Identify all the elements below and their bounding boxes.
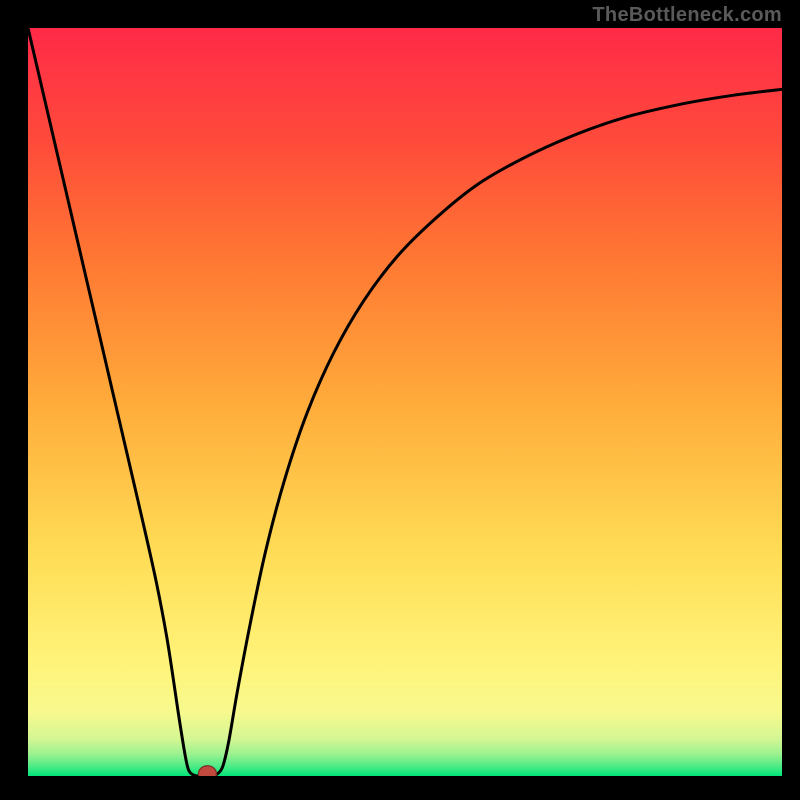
chart-container: TheBottleneck.com — [0, 0, 800, 800]
chart-svg — [28, 28, 782, 776]
watermark-text: TheBottleneck.com — [592, 4, 782, 27]
gradient-background — [28, 28, 782, 776]
optimal-point-marker — [198, 766, 216, 776]
